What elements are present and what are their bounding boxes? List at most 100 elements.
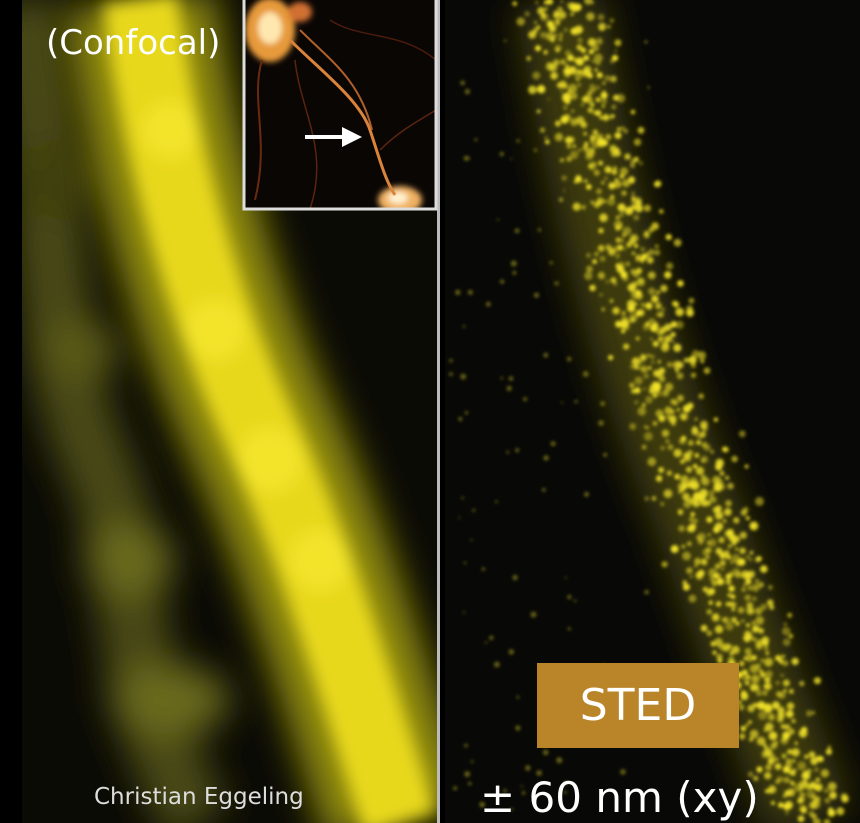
punctum bbox=[818, 756, 824, 762]
punctum bbox=[651, 360, 654, 363]
punctum bbox=[647, 354, 650, 357]
punctum bbox=[720, 560, 726, 566]
punctum bbox=[509, 649, 514, 654]
punctum bbox=[811, 794, 816, 799]
punctum bbox=[665, 335, 672, 342]
punctum bbox=[768, 713, 775, 720]
punctum bbox=[594, 170, 600, 176]
punctum bbox=[542, 488, 546, 492]
punctum bbox=[789, 729, 795, 735]
punctum bbox=[801, 807, 807, 813]
punctum bbox=[701, 625, 708, 632]
punctum bbox=[745, 680, 750, 685]
punctum bbox=[708, 533, 711, 536]
punctum bbox=[677, 395, 684, 402]
punctum bbox=[464, 562, 467, 565]
punctum bbox=[586, 184, 592, 190]
punctum bbox=[752, 637, 756, 641]
punctum bbox=[764, 677, 769, 682]
punctum bbox=[653, 393, 658, 398]
punctum bbox=[474, 138, 477, 141]
punctum bbox=[828, 809, 836, 817]
punctum bbox=[675, 308, 684, 317]
punctum bbox=[662, 430, 670, 438]
punctum bbox=[659, 415, 666, 422]
punctum bbox=[716, 459, 724, 467]
punctum bbox=[629, 423, 636, 430]
punctum bbox=[609, 115, 613, 119]
punctum bbox=[715, 625, 723, 633]
punctum bbox=[584, 179, 587, 182]
punctum bbox=[543, 353, 548, 358]
punctum bbox=[633, 270, 640, 277]
punctum bbox=[598, 272, 605, 279]
punctum bbox=[634, 387, 640, 393]
punctum bbox=[764, 703, 771, 710]
punctum bbox=[690, 575, 693, 578]
punctum bbox=[735, 572, 741, 578]
punctum bbox=[470, 539, 472, 541]
punctum bbox=[644, 40, 647, 43]
punctum bbox=[809, 811, 815, 817]
punctum bbox=[640, 247, 645, 252]
punctum bbox=[750, 730, 759, 739]
punctum bbox=[792, 759, 796, 763]
punctum bbox=[534, 293, 539, 298]
punctum bbox=[665, 439, 669, 443]
punctum bbox=[596, 38, 603, 45]
punctum bbox=[537, 110, 541, 114]
punctum bbox=[708, 600, 713, 605]
punctum bbox=[721, 567, 725, 571]
punctum bbox=[573, 145, 576, 148]
punctum bbox=[561, 116, 569, 124]
punctum bbox=[464, 771, 470, 777]
punctum bbox=[563, 189, 565, 191]
punctum bbox=[655, 303, 661, 309]
punctum bbox=[694, 564, 698, 568]
punctum bbox=[724, 508, 732, 516]
punctum bbox=[567, 595, 571, 599]
punctum bbox=[756, 639, 764, 647]
punctum bbox=[712, 614, 720, 622]
punctum bbox=[698, 351, 706, 359]
punctum bbox=[613, 166, 617, 170]
punctum bbox=[666, 234, 672, 240]
punctum bbox=[813, 799, 817, 803]
punctum bbox=[695, 418, 698, 421]
punctum bbox=[744, 631, 752, 639]
punctum bbox=[763, 743, 766, 746]
punctum bbox=[653, 341, 659, 347]
punctum bbox=[619, 262, 625, 268]
punctum bbox=[553, 75, 557, 79]
punctum bbox=[453, 786, 457, 790]
punctum bbox=[708, 539, 716, 547]
punctum bbox=[644, 590, 649, 595]
punctum bbox=[468, 157, 470, 159]
punctum bbox=[686, 567, 693, 574]
punctum bbox=[494, 662, 500, 668]
punctum bbox=[486, 302, 491, 307]
punctum bbox=[645, 302, 652, 309]
punctum bbox=[738, 704, 744, 710]
punctum bbox=[681, 436, 686, 441]
punctum bbox=[586, 93, 592, 99]
punctum bbox=[634, 244, 638, 248]
punctum bbox=[535, 45, 541, 51]
punctum bbox=[622, 179, 630, 187]
punctum bbox=[731, 607, 735, 611]
punctum bbox=[574, 600, 577, 603]
punctum bbox=[635, 303, 638, 306]
punctum bbox=[826, 749, 832, 755]
punctum bbox=[683, 584, 690, 591]
punctum bbox=[791, 748, 799, 756]
punctum bbox=[449, 359, 452, 362]
punctum bbox=[658, 393, 661, 396]
punctum bbox=[696, 440, 701, 445]
punctum bbox=[775, 656, 780, 661]
punctum bbox=[591, 149, 595, 153]
punctum bbox=[589, 84, 595, 90]
punctum bbox=[540, 127, 545, 132]
punctum bbox=[635, 200, 642, 207]
punctum bbox=[735, 548, 738, 551]
punctum bbox=[653, 421, 658, 426]
